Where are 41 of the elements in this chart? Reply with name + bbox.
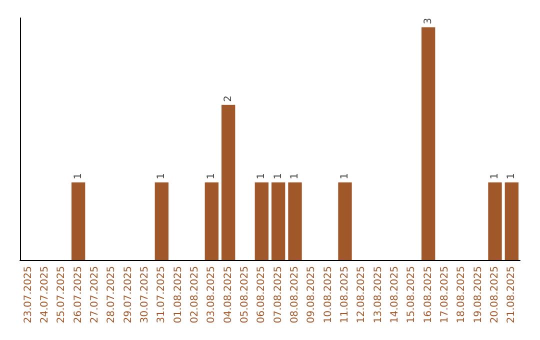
data-label: 1 <box>72 173 84 180</box>
x-tick-label: 04.08.2025 <box>222 266 234 324</box>
x-tick-label: 30.07.2025 <box>140 266 150 324</box>
data-label: 1 <box>156 173 168 180</box>
x-tick-label: 21.08.2025 <box>506 266 518 324</box>
x-tick-label: 14.08.2025 <box>390 266 400 324</box>
data-label: 1 <box>256 173 268 180</box>
x-tick-label: 08.08.2025 <box>290 266 300 324</box>
x-tick-label: 26.07.2025 <box>72 266 84 324</box>
x-tick-label: 06.08.2025 <box>256 266 268 324</box>
x-tick-label: 23.07.2025 <box>22 266 34 324</box>
x-tick-label: 27.07.2025 <box>90 266 100 324</box>
data-label: 1 <box>206 173 218 180</box>
x-tick-label: 15.08.2025 <box>406 266 418 324</box>
x-tick-label: 17.08.2025 <box>440 266 450 324</box>
x-tick-label: 18.08.2025 <box>456 266 468 324</box>
x-tick-label: 07.08.2025 <box>272 266 284 324</box>
x-tick-label: 05.08.2025 <box>240 266 250 324</box>
x-tick-label: 29.07.2025 <box>122 266 134 324</box>
x-tick-label: 24.07.2025 <box>40 266 50 324</box>
data-label: 1 <box>272 173 284 180</box>
x-tick-label: 13.08.2025 <box>372 266 384 324</box>
data-label: 2 <box>222 95 234 102</box>
x-tick-label: 03.08.2025 <box>206 266 218 324</box>
data-label: 1 <box>490 173 500 180</box>
data-label: 1 <box>340 173 350 180</box>
x-tick-label: 20.08.2025 <box>490 266 500 324</box>
data-label: 3 <box>422 18 434 24</box>
data-label: 1 <box>290 173 300 180</box>
x-tick-label: 25.07.2025 <box>56 266 68 324</box>
x-tick-label: 12.08.2025 <box>356 266 368 324</box>
x-tick-label: 28.07.2025 <box>106 266 118 324</box>
x-tick-label: 10.08.2025 <box>322 266 334 324</box>
x-tick-label: 16.08.2025 <box>422 266 434 324</box>
x-tick-label: 11.08.2025 <box>340 266 350 324</box>
data-label: 1 <box>506 173 518 180</box>
x-tick-label: 19.08.2025 <box>472 266 484 324</box>
x-tick-label: 31.07.2025 <box>156 266 168 324</box>
x-tick-label: 09.08.2025 <box>306 266 318 324</box>
x-tick-label: 01.08.2025 <box>172 266 184 324</box>
x-tick-label: 02.08.2025 <box>190 266 200 324</box>
